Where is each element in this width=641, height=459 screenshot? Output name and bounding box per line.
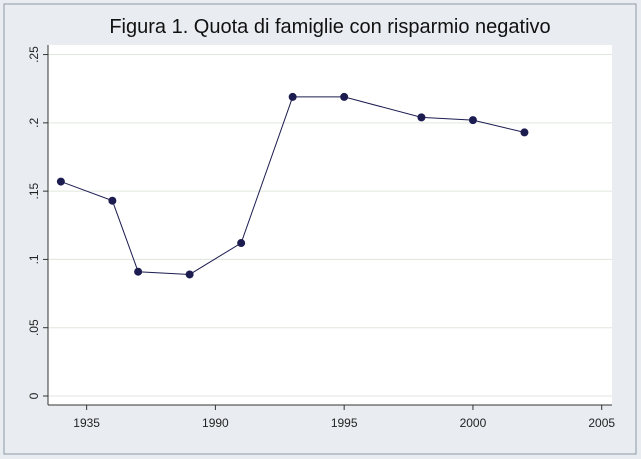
data-point: [185, 270, 194, 279]
data-point: [288, 92, 297, 101]
data-point: [468, 116, 477, 125]
y-tick-label: .2: [27, 118, 41, 128]
x-tick-label: 2000: [460, 416, 487, 430]
y-tick-label: .05: [27, 319, 41, 336]
y-tick-label: .1: [27, 254, 41, 264]
data-point: [520, 128, 529, 137]
data-point: [108, 196, 117, 205]
x-tick-label: 1935: [73, 416, 100, 430]
data-point: [417, 113, 426, 122]
frame: [3, 3, 637, 455]
data-point: [340, 92, 349, 101]
x-tick-label: 2005: [588, 416, 615, 430]
plot-area: [48, 45, 612, 405]
x-tick-label: 1990: [202, 416, 229, 430]
chart-title: Figura 1. Quota di famiglie con risparmi…: [109, 16, 550, 38]
y-tick-label: .15: [27, 182, 41, 199]
y-tick-label: .25: [27, 46, 41, 63]
x-tick-label: 1995: [331, 416, 358, 430]
data-point: [237, 239, 246, 248]
data-line: [60, 96, 525, 275]
data-point: [134, 267, 143, 276]
data-point: [56, 177, 65, 186]
y-tick-label: 0: [27, 392, 41, 399]
